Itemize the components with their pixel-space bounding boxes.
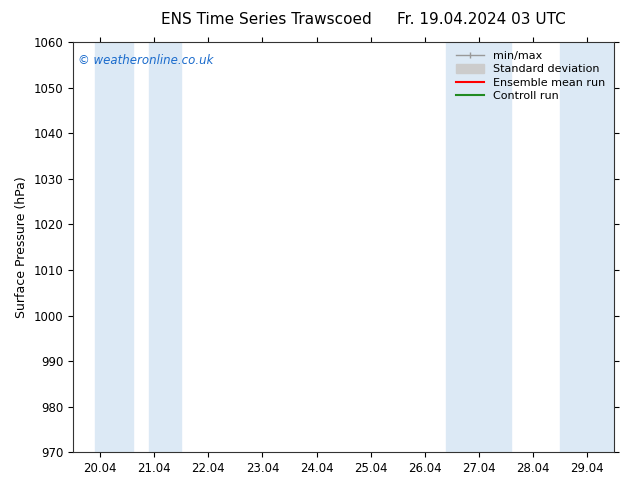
Text: ENS Time Series Trawscoed: ENS Time Series Trawscoed <box>161 12 372 27</box>
Text: Fr. 19.04.2024 03 UTC: Fr. 19.04.2024 03 UTC <box>398 12 566 27</box>
Legend: min/max, Standard deviation, Ensemble mean run, Controll run: min/max, Standard deviation, Ensemble me… <box>453 48 609 105</box>
Bar <box>446 42 484 452</box>
Text: © weatheronline.co.uk: © weatheronline.co.uk <box>79 54 214 67</box>
Bar <box>484 42 512 452</box>
Bar <box>149 42 181 452</box>
Bar <box>94 42 133 452</box>
Y-axis label: Surface Pressure (hPa): Surface Pressure (hPa) <box>15 176 28 318</box>
Bar <box>560 42 614 452</box>
